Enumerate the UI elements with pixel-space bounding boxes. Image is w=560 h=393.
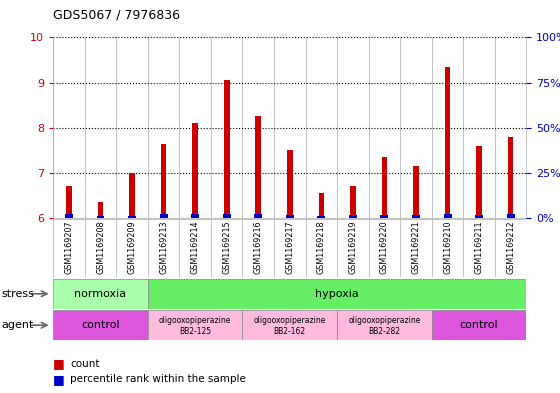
Bar xyxy=(444,214,451,218)
Bar xyxy=(380,215,389,218)
Bar xyxy=(128,216,136,218)
Bar xyxy=(191,215,199,218)
Bar xyxy=(412,215,420,218)
Text: GDS5067 / 7976836: GDS5067 / 7976836 xyxy=(53,9,180,22)
Text: hypoxia: hypoxia xyxy=(315,289,359,299)
Bar xyxy=(148,279,526,309)
Bar xyxy=(287,150,293,218)
Text: GSM1169219: GSM1169219 xyxy=(348,220,357,274)
Text: oligooxopiperazine: oligooxopiperazine xyxy=(348,316,421,325)
Text: agent: agent xyxy=(1,320,34,331)
Bar xyxy=(53,279,148,309)
Bar xyxy=(337,310,432,340)
Text: BB2-282: BB2-282 xyxy=(368,327,400,336)
Bar xyxy=(507,215,515,218)
Text: stress: stress xyxy=(1,289,34,299)
Bar xyxy=(129,173,135,218)
Text: GSM1169217: GSM1169217 xyxy=(285,220,295,274)
Bar xyxy=(319,193,324,218)
Text: GSM1169221: GSM1169221 xyxy=(412,220,421,274)
Text: control: control xyxy=(81,320,120,330)
Bar xyxy=(160,215,167,218)
Bar xyxy=(475,215,483,218)
Bar xyxy=(161,143,166,218)
Text: percentile rank within the sample: percentile rank within the sample xyxy=(70,374,246,384)
Text: GSM1169209: GSM1169209 xyxy=(128,220,137,274)
Bar xyxy=(349,215,357,218)
Bar xyxy=(255,116,261,218)
Bar xyxy=(318,216,325,218)
Text: ■: ■ xyxy=(53,373,65,386)
Text: count: count xyxy=(70,358,100,369)
Bar xyxy=(53,310,148,340)
Text: oligooxopiperazine: oligooxopiperazine xyxy=(159,316,231,325)
Text: ■: ■ xyxy=(53,357,65,370)
Text: GSM1169207: GSM1169207 xyxy=(64,220,73,274)
Text: GSM1169210: GSM1169210 xyxy=(443,220,452,274)
Text: control: control xyxy=(460,320,498,330)
Bar xyxy=(381,157,388,218)
Text: BB2-125: BB2-125 xyxy=(179,327,211,336)
Bar xyxy=(224,80,230,218)
Bar xyxy=(97,202,104,218)
Bar xyxy=(432,310,526,340)
Bar xyxy=(254,215,262,218)
Bar xyxy=(242,310,337,340)
Bar xyxy=(476,146,482,218)
Bar xyxy=(413,166,419,218)
Text: BB2-162: BB2-162 xyxy=(274,327,306,336)
Bar xyxy=(445,67,450,218)
Text: GSM1169216: GSM1169216 xyxy=(254,220,263,274)
Bar xyxy=(192,123,198,218)
Text: GSM1169218: GSM1169218 xyxy=(317,220,326,274)
Text: GSM1169214: GSM1169214 xyxy=(190,220,200,274)
Text: GSM1169220: GSM1169220 xyxy=(380,220,389,274)
Bar xyxy=(350,186,356,218)
Bar xyxy=(508,137,514,218)
Text: GSM1169213: GSM1169213 xyxy=(159,220,168,274)
Bar xyxy=(148,310,242,340)
Bar xyxy=(286,215,294,218)
Text: GSM1169208: GSM1169208 xyxy=(96,220,105,274)
Text: GSM1169211: GSM1169211 xyxy=(474,220,484,274)
Text: oligooxopiperazine: oligooxopiperazine xyxy=(254,316,326,325)
Bar xyxy=(223,215,231,218)
Text: GSM1169215: GSM1169215 xyxy=(222,220,231,274)
Bar xyxy=(96,216,105,218)
Bar xyxy=(65,215,73,218)
Bar xyxy=(66,186,72,218)
Text: GSM1169212: GSM1169212 xyxy=(506,220,515,274)
Text: normoxia: normoxia xyxy=(74,289,127,299)
